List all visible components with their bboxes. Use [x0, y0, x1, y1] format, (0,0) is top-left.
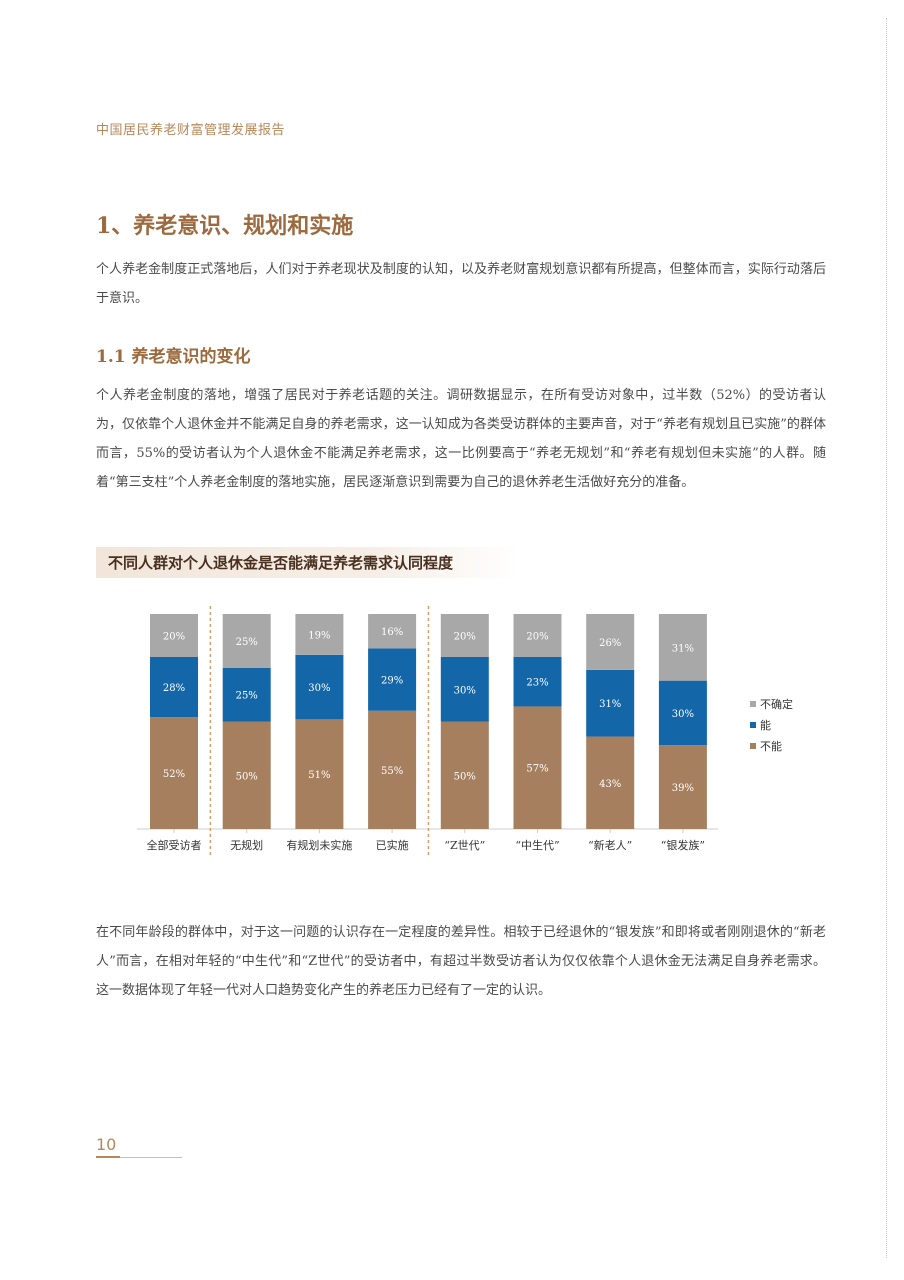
page-number: 10	[96, 1135, 117, 1154]
bar-value-label: 50%	[454, 771, 476, 782]
chart-title: 不同人群对个人退休金是否能满足养老需求认同程度	[108, 554, 454, 572]
bar-segment	[368, 710, 417, 829]
x-axis-tick-label: 全部受访者	[147, 838, 202, 852]
bar-value-label: 20%	[163, 632, 185, 643]
bar-segment	[658, 614, 707, 681]
bar-segment	[222, 721, 271, 829]
bar-segment	[295, 654, 344, 720]
legend-label: 不确定	[760, 697, 793, 711]
section-heading: 1、养老意识、规划和实施	[96, 213, 354, 239]
bar-value-label: 30%	[308, 683, 330, 694]
stacked-bar-chart: 52% 28% 20% 全部受访者 50% 25% 25% 无规划 51% 30% 19% 有规划未实…	[137, 606, 793, 857]
bar-segment	[586, 614, 635, 670]
subsection-heading: 1.1 养老意识的变化	[96, 347, 251, 367]
x-axis-tick-label: 有规划未实施	[286, 838, 352, 852]
legend-swatch	[750, 701, 756, 707]
bar-segment	[440, 614, 489, 657]
chart-title-band	[96, 547, 520, 578]
bar-value-label: 28%	[163, 683, 185, 694]
bar-value-label: 39%	[672, 783, 694, 794]
bar-segment	[658, 745, 707, 829]
bar-segment	[440, 657, 489, 722]
bar-value-label: 29%	[381, 676, 403, 687]
bar-segment	[150, 657, 198, 718]
bar-segment	[513, 614, 562, 657]
bar-value-label: 20%	[526, 632, 548, 643]
subsection-body-paragraph: 个人养老金制度的落地，增强了居民对于养老话题的关注。调研数据显示，在所有受访对象…	[96, 388, 826, 490]
bar-value-label: 52%	[163, 769, 185, 780]
bar-segment	[586, 669, 635, 737]
legend-label: 能	[760, 718, 771, 732]
legend-swatch	[750, 743, 756, 749]
bar-segment	[513, 706, 562, 829]
bar-segment	[295, 614, 344, 655]
bar-value-label: 31%	[672, 643, 694, 654]
bar-value-label: 16%	[381, 627, 403, 638]
closing-paragraph: 在不同年龄段的群体中，对于这一问题的认识存在一定程度的差异性。相较于已经退休的“…	[96, 925, 826, 998]
bar-value-label: 25%	[236, 691, 258, 702]
running-header: 中国居民养老财富管理发展报告	[96, 123, 286, 138]
bar-value-label: 20%	[454, 632, 476, 643]
bar-value-label: 19%	[308, 630, 330, 641]
bar-segment	[295, 719, 344, 829]
x-axis-tick-label: “银发族”	[661, 838, 705, 852]
bar-segment	[368, 648, 417, 711]
bar-segment	[150, 717, 198, 829]
section-intro-paragraph: 个人养老金制度正式落地后，人们对于养老现状及制度的认知，以及养老财富规划意识都有…	[96, 262, 826, 306]
bar-value-label: 30%	[672, 709, 694, 720]
bar-value-label: 51%	[308, 770, 330, 781]
bar-segment	[513, 657, 562, 707]
page-number-rule	[96, 1157, 182, 1158]
bar-value-label: 50%	[236, 771, 258, 782]
bar-segment	[440, 721, 489, 829]
bar-value-label: 25%	[236, 637, 258, 648]
bar-segment	[222, 667, 271, 722]
bar-segment	[222, 614, 271, 668]
x-axis-tick-label: “Z世代”	[444, 839, 485, 852]
page-edge-rule	[886, 18, 887, 1258]
bar-value-label: 57%	[526, 764, 548, 775]
legend-label: 不能	[760, 739, 782, 753]
bar-segment	[658, 680, 707, 746]
x-axis-tick-label: 已实施	[376, 838, 409, 852]
x-axis-tick-label: “中生代”	[515, 838, 559, 852]
bar-value-label: 23%	[526, 678, 548, 689]
bar-value-label: 43%	[599, 779, 621, 790]
bar-value-label: 55%	[381, 766, 403, 777]
legend-swatch	[750, 722, 756, 728]
bar-value-label: 31%	[599, 699, 621, 710]
bar-segment	[150, 614, 198, 657]
bar-value-label: 26%	[599, 638, 621, 649]
bar-segment	[586, 736, 635, 829]
x-axis-tick-label: “新老人”	[588, 838, 632, 852]
x-axis-tick-label: 无规划	[230, 838, 263, 852]
bar-segment	[368, 614, 417, 649]
page-number-rule-accent	[96, 1156, 120, 1158]
bar-value-label: 30%	[454, 685, 476, 696]
